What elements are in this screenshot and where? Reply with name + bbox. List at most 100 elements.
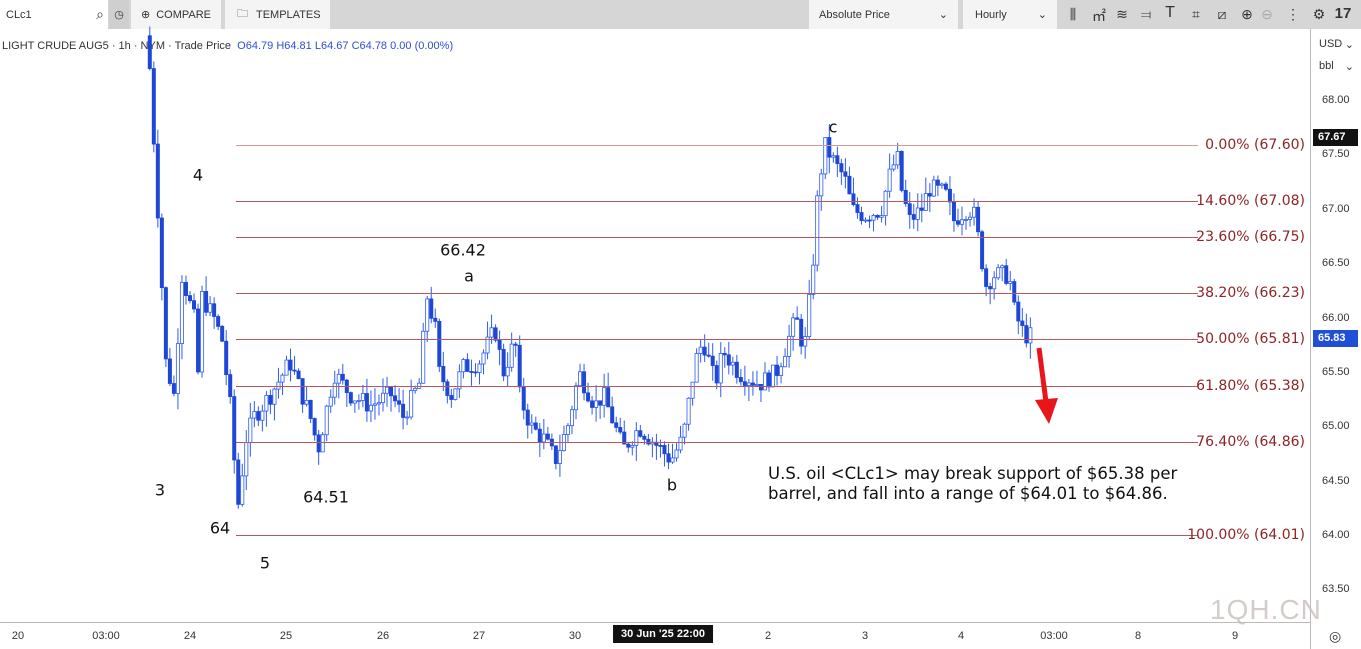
candle-down — [976, 206, 981, 233]
candle-up — [811, 264, 816, 295]
candle-down — [212, 303, 217, 317]
price-mode-value: Absolute Price — [819, 8, 890, 21]
fib-level-label: 14.60% (67.08) — [1196, 193, 1305, 210]
fib-level-line[interactable] — [236, 293, 1198, 294]
axis-settings-icon[interactable]: ◎ — [1329, 628, 1342, 644]
candle-up — [891, 164, 896, 170]
legend-high: H64.81 — [276, 40, 312, 52]
time-tick: 30 — [568, 630, 582, 642]
price-tick: 65.00 — [1322, 420, 1350, 433]
more-icon[interactable]: ⋮ — [1286, 6, 1300, 22]
price-mode-select[interactable]: Absolute Price ⌄ — [809, 0, 958, 29]
candle-down — [533, 422, 538, 430]
candle-up — [730, 361, 735, 366]
candle-down — [706, 354, 711, 357]
price-tick: 68.00 — [1322, 94, 1350, 106]
time-tick: 2 — [764, 630, 772, 642]
fib-level-line[interactable] — [236, 535, 1198, 536]
candle-down — [606, 387, 611, 408]
zoom-out-icon[interactable]: ⊖ — [1261, 6, 1273, 22]
text-icon[interactable]: T — [1165, 4, 1175, 21]
candle-down — [228, 374, 233, 397]
zoom-in-icon[interactable]: ⊕ — [1241, 6, 1253, 22]
unit-select[interactable]: bbl ⌄ — [1314, 56, 1358, 78]
rectangle-icon[interactable]: ⌗ — [1192, 6, 1200, 22]
candle-down — [393, 395, 398, 402]
fib-level-line[interactable] — [236, 339, 1198, 340]
candle-up — [815, 195, 820, 266]
candle-down — [147, 35, 152, 69]
low-label-6451: 64.51 — [303, 487, 349, 507]
candlestick-icon[interactable]: ⫼ — [1069, 6, 1077, 22]
fib-level-line[interactable] — [236, 386, 1198, 387]
candle-up — [915, 207, 920, 220]
candle-up — [569, 409, 574, 427]
search-icon[interactable]: ⌕ — [96, 6, 104, 22]
settings-icon[interactable]: ⚙ — [1312, 6, 1326, 22]
down-arrow-icon — [1035, 347, 1058, 424]
candle-down — [722, 353, 727, 356]
drawing-lines-icon[interactable]: ⫤ — [1140, 6, 1152, 22]
candle-up — [248, 417, 253, 444]
indicators-icon[interactable]: ㎡ — [1092, 8, 1106, 24]
candle-down — [646, 438, 651, 445]
candle-up — [324, 405, 329, 436]
unit-value: bbl — [1319, 60, 1334, 72]
candle-down — [662, 445, 667, 455]
candle-down — [389, 386, 394, 397]
candle-down — [738, 377, 743, 383]
studies-icon[interactable]: ≋ — [1116, 6, 1128, 22]
price-tick: 63.50 — [1322, 583, 1350, 596]
candle-down — [911, 214, 916, 220]
candle-up — [541, 433, 546, 443]
time-tick: 30 Jun '25 22:00 — [613, 625, 713, 643]
templates-button[interactable]: 🗀 TEMPLATES — [225, 0, 330, 29]
candle-up — [871, 215, 876, 221]
interval-select[interactable]: Hourly ⌄ — [963, 0, 1057, 29]
candle-up — [352, 400, 357, 404]
candle-up — [565, 425, 570, 435]
candle-up — [272, 388, 277, 405]
candle-down — [855, 204, 860, 213]
candle-down — [340, 373, 345, 381]
time-axis-border — [0, 622, 1310, 623]
compare-button[interactable]: ⊕ COMPARE — [131, 0, 221, 29]
candle-down — [935, 179, 940, 186]
candle-down — [610, 406, 615, 424]
wave-label-c: c — [828, 117, 838, 137]
candle-up — [964, 219, 969, 221]
candle-up — [417, 382, 422, 389]
candle-up — [252, 411, 257, 419]
candle-up — [409, 390, 414, 418]
candle-down — [517, 344, 522, 388]
candle-up — [385, 386, 390, 394]
clock-icon[interactable]: ◷ — [109, 0, 129, 29]
candle-down — [171, 383, 176, 394]
candle-down — [204, 291, 209, 313]
fib-level-line[interactable] — [236, 145, 1198, 146]
candle-down — [316, 434, 321, 453]
currency-select[interactable]: USD ⌄ — [1314, 34, 1358, 56]
candle-up — [746, 382, 751, 386]
candle-down — [256, 411, 261, 421]
candlestick-plot[interactable] — [0, 0, 1310, 622]
shape-icon[interactable]: ⧄ — [1217, 6, 1227, 22]
note-line-2: barrel, and fall into a range of $64.01 … — [768, 484, 1168, 503]
candle-up — [578, 371, 583, 387]
candle-down — [951, 201, 956, 222]
time-tick: 03:00 — [1040, 630, 1068, 642]
fib-level-line[interactable] — [236, 237, 1198, 238]
candle-up — [968, 216, 973, 220]
fib-level-line[interactable] — [236, 201, 1198, 202]
candle-down — [827, 137, 832, 158]
legend-title: LIGHT CRUDE AUG5 · 1h · NYM · Trade Pric… — [2, 40, 232, 52]
candle-down — [927, 193, 932, 197]
candle-up — [304, 399, 309, 405]
fib-level-line[interactable] — [236, 442, 1198, 443]
candle-up — [694, 353, 699, 383]
candle-down — [236, 459, 241, 505]
candle-up — [320, 434, 325, 453]
currency-value: USD — [1319, 38, 1343, 50]
symbol-search-input[interactable]: CLc1 ⌕ — [0, 0, 108, 29]
candle-up — [803, 336, 808, 347]
